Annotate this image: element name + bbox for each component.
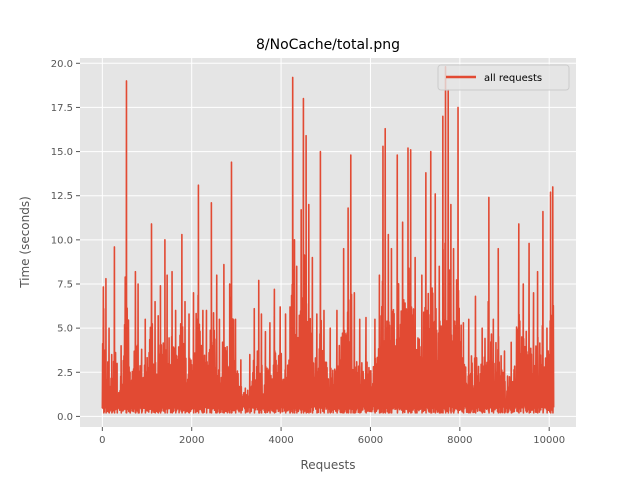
legend: all requests	[437, 64, 570, 91]
x-tick-label: 0	[99, 435, 105, 446]
series-all-requests-line	[101, 66, 555, 414]
x-tick-label: 4000	[268, 435, 293, 446]
y-tick-label: 5.0	[57, 324, 73, 335]
x-tick-label: 6000	[358, 435, 383, 446]
x-tick-label: 2000	[179, 435, 204, 446]
series-layer	[101, 66, 555, 414]
x-tick-label: 10000	[533, 435, 565, 446]
y-tick-label: 20.0	[51, 59, 73, 70]
x-tick-label: 8000	[447, 435, 472, 446]
y-axis-label: Time (seconds)	[18, 196, 32, 289]
legend-label: all requests	[484, 73, 542, 84]
y-axis: 0.0 2.5 5.0 7.5 10.0 12.5 15.0 17.5 20.0	[51, 59, 80, 423]
y-tick-label: 10.0	[51, 235, 73, 246]
x-axis: 0 2000 4000 6000 8000 10000	[99, 427, 565, 446]
y-tick-label: 17.5	[51, 103, 73, 114]
y-tick-label: 12.5	[51, 191, 73, 202]
y-tick-label: 0.0	[57, 412, 73, 423]
y-tick-label: 7.5	[57, 279, 73, 290]
chart-title: 8/NoCache/total.png	[256, 37, 400, 53]
y-tick-label: 2.5	[57, 368, 73, 379]
y-tick-label: 15.0	[51, 147, 73, 158]
legend-box	[437, 64, 570, 91]
x-axis-label: Requests	[301, 458, 356, 472]
